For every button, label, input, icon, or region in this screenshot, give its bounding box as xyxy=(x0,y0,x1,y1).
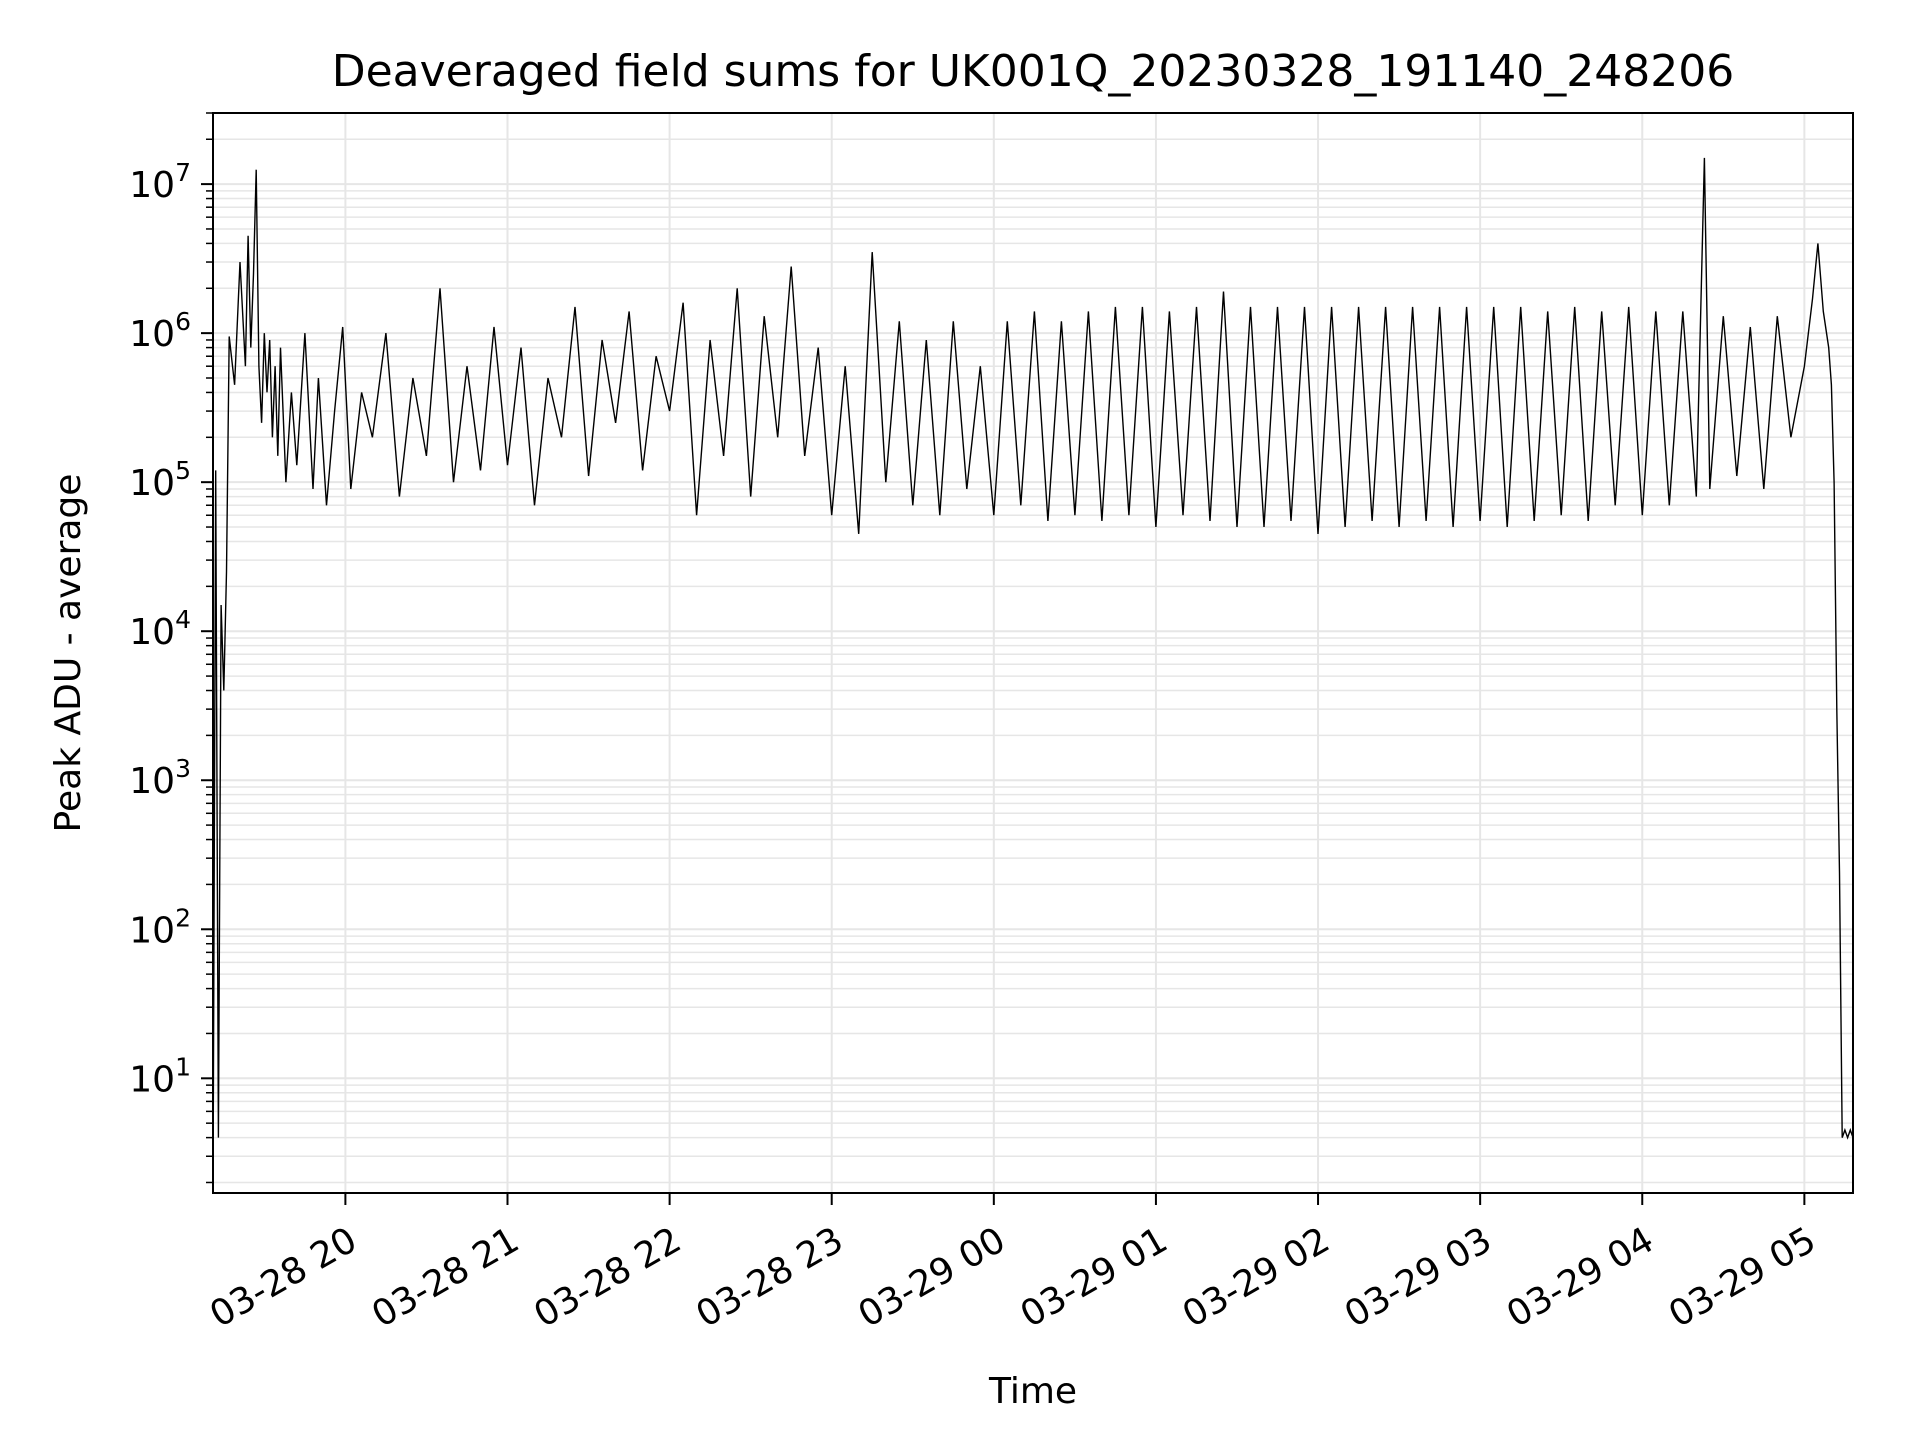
y-tick-label-base: 10 xyxy=(129,910,175,951)
y-tick-label-base: 10 xyxy=(129,165,175,206)
chart-title: Deaveraged field sums for UK001Q_2023032… xyxy=(332,46,1735,97)
y-tick-label-base: 10 xyxy=(129,1059,175,1100)
x-axis-label: Time xyxy=(988,1371,1077,1412)
y-tick-label: 105 xyxy=(129,456,191,504)
y-tick-label: 107 xyxy=(129,158,191,206)
y-tick-label: 101 xyxy=(129,1052,191,1100)
grid-major xyxy=(213,113,1853,1193)
plot-area xyxy=(213,157,1853,1193)
y-tick-label: 102 xyxy=(129,903,191,951)
y-tick-label-base: 10 xyxy=(129,612,175,653)
plot-frame xyxy=(212,112,1854,1194)
y-tick-label: 104 xyxy=(129,605,191,653)
series-line xyxy=(213,157,1853,1193)
y-tick-label-exponent: 2 xyxy=(175,903,191,932)
y-tick-label-exponent: 7 xyxy=(175,158,191,187)
y-tick-label: 106 xyxy=(129,307,191,355)
y-tick-label-exponent: 6 xyxy=(175,307,191,336)
y-tick-label-exponent: 1 xyxy=(175,1052,191,1081)
y-tick-label-exponent: 5 xyxy=(175,456,191,485)
y-tick-label-base: 10 xyxy=(129,463,175,504)
y-tick-label-exponent: 3 xyxy=(175,754,191,783)
y-axis-label: Peak ADU - average xyxy=(48,474,89,833)
y-tick-label: 103 xyxy=(129,754,191,802)
y-tick-label-base: 10 xyxy=(129,761,175,802)
y-tick-label-exponent: 4 xyxy=(175,605,191,634)
y-tick-label-base: 10 xyxy=(129,314,175,355)
